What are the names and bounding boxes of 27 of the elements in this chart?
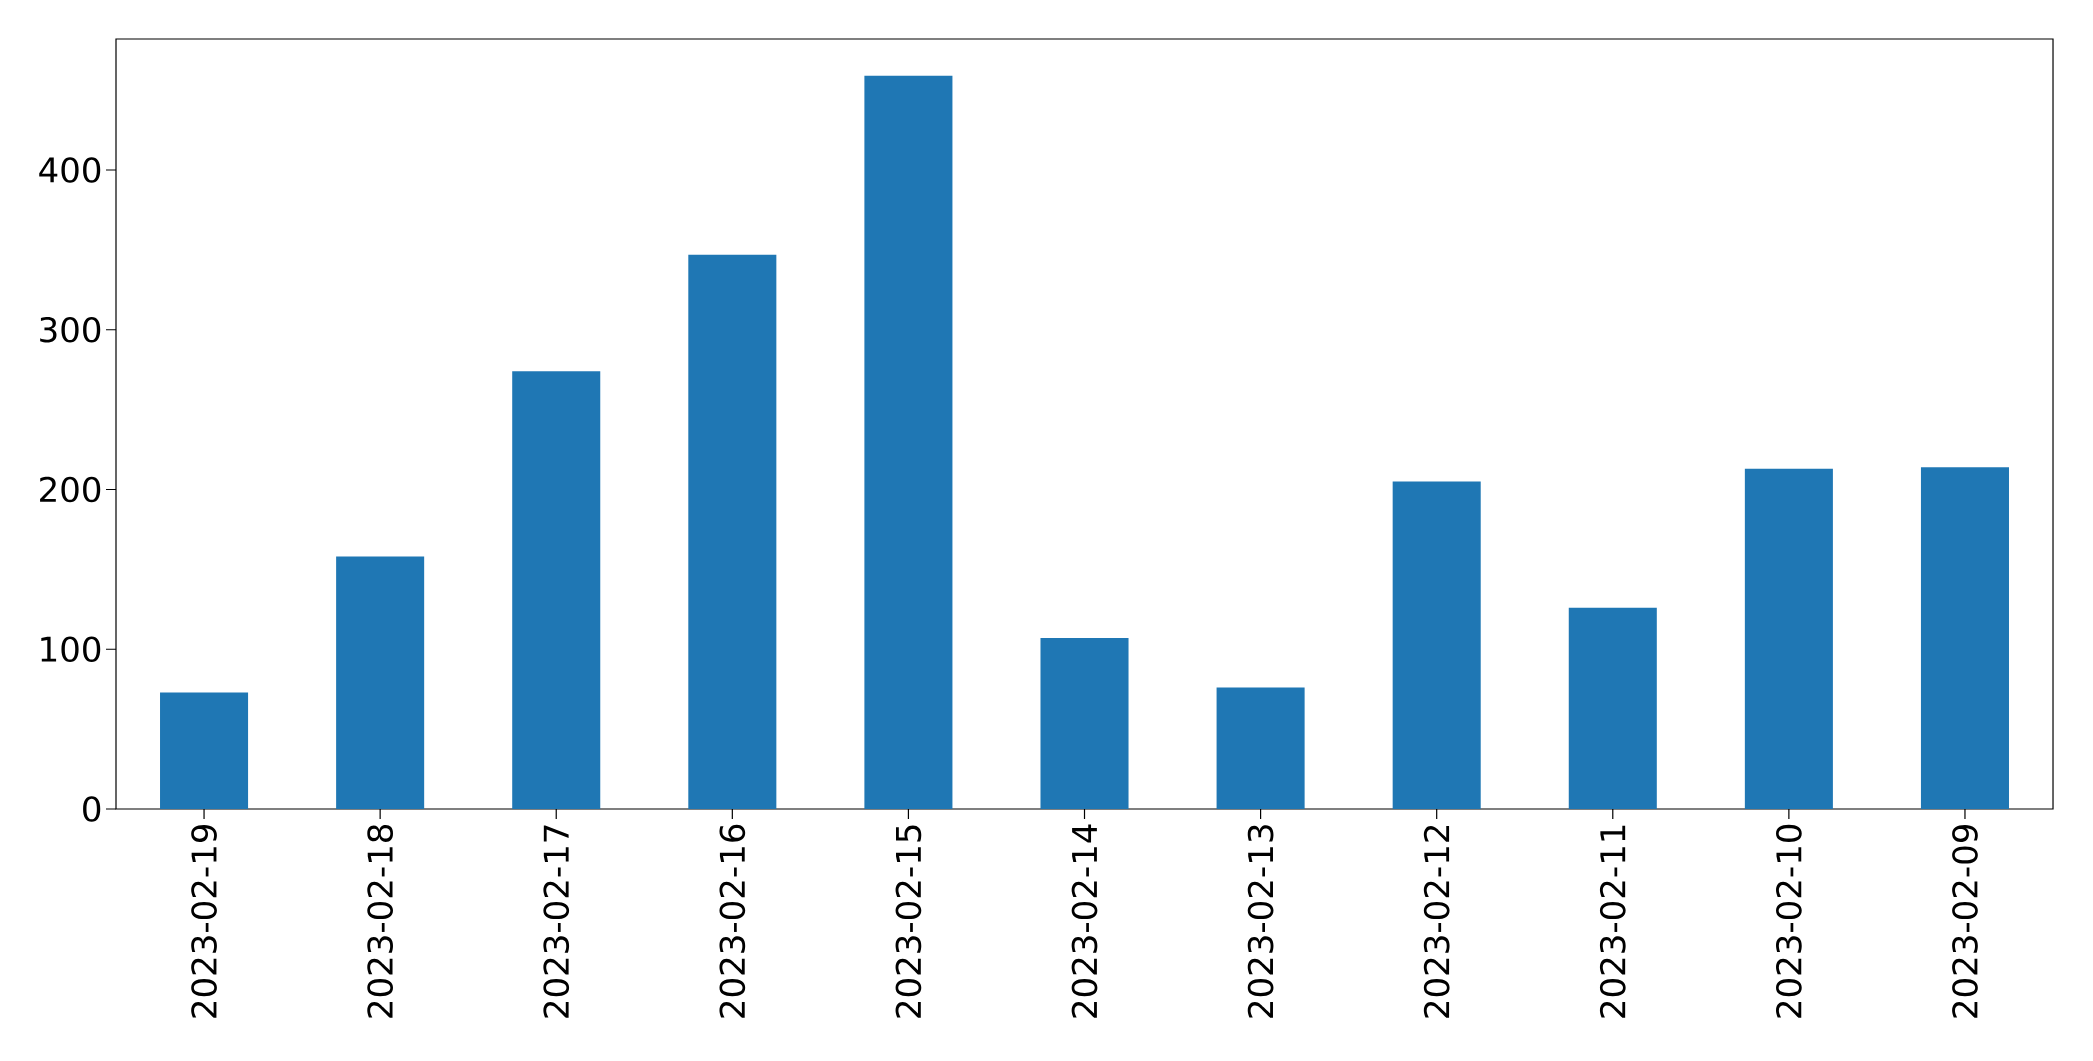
x-tick-label: 2023-02-12 [1423, 825, 1450, 1018]
y-tick-label: 200 [40, 476, 101, 503]
y-tick-label: 400 [39, 157, 101, 183]
x-tick-label: 2023-02-13 [1247, 825, 1274, 1018]
bar [336, 556, 425, 809]
bar [1568, 607, 1657, 809]
x-tick-label: 2023-02-09 [1952, 824, 1978, 1018]
x-tick-label: 2023-02-16 [719, 824, 746, 1018]
bar [864, 75, 953, 809]
x-tick-label: 2023-02-19 [191, 824, 217, 1018]
x-tick-label: 2023-02-11 [1599, 825, 1626, 1018]
bar [1392, 481, 1481, 809]
bar [160, 692, 249, 809]
y-tick-label: 0 [83, 796, 101, 822]
bar [688, 254, 777, 809]
y-tick-label: 300 [40, 316, 101, 343]
y-tick-label: 100 [41, 636, 101, 663]
x-tick-label: 2023-02-15 [895, 825, 922, 1018]
bar [1040, 638, 1129, 809]
bar [1744, 468, 1833, 809]
x-tick-label: 2023-02-17 [543, 825, 570, 1018]
bar [512, 371, 601, 809]
bar [1920, 467, 2009, 809]
x-tick-label: 2023-02-14 [1071, 824, 1098, 1018]
bar [1216, 687, 1305, 809]
x-tick-label: 2023-02-10 [1776, 824, 1802, 1018]
x-tick-label: 2023-02-18 [367, 824, 393, 1018]
